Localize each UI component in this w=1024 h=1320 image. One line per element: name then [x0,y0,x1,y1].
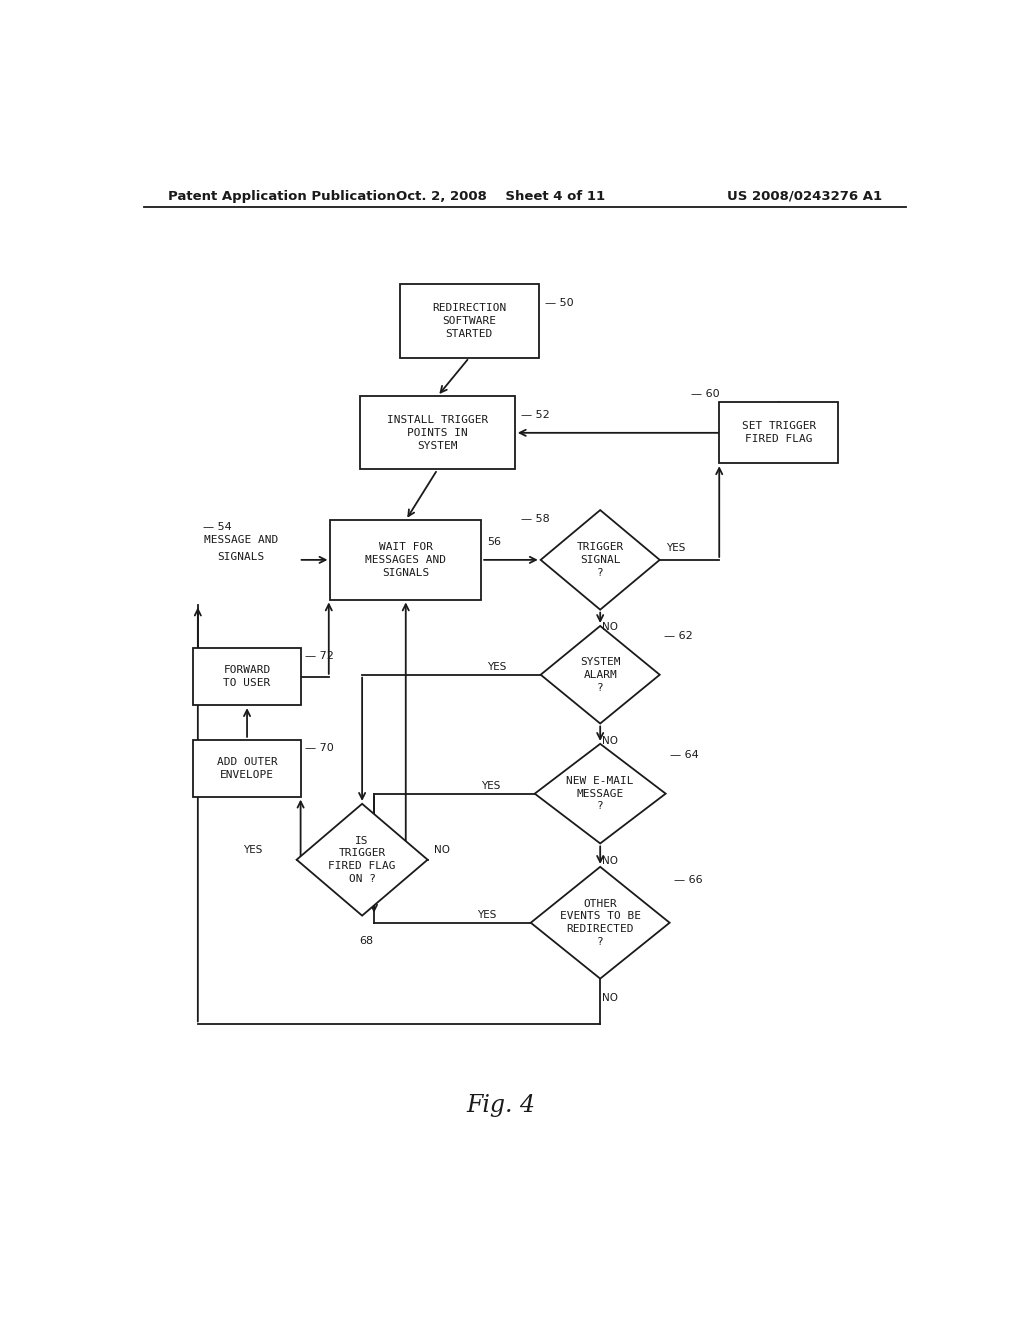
Polygon shape [535,744,666,843]
Text: — 60: — 60 [691,389,720,399]
Text: TRIGGER
SIGNAL
?: TRIGGER SIGNAL ? [577,543,624,578]
Text: SIGNALS: SIGNALS [217,552,264,562]
Text: NO: NO [602,993,617,1003]
Text: MESSAGE AND: MESSAGE AND [204,535,278,545]
Text: YES: YES [477,909,497,920]
Text: YES: YES [244,845,263,854]
Text: 68: 68 [359,936,373,946]
FancyBboxPatch shape [194,648,301,705]
Text: — 50: — 50 [545,298,573,308]
Text: YES: YES [481,780,501,791]
Text: — 52: — 52 [521,409,550,420]
Text: NO: NO [602,855,617,866]
Text: NO: NO [602,622,617,632]
Text: NEW E-MAIL
MESSAGE
?: NEW E-MAIL MESSAGE ? [566,776,634,812]
Text: US 2008/0243276 A1: US 2008/0243276 A1 [727,190,882,202]
Text: IS
TRIGGER
FIRED FLAG
ON ?: IS TRIGGER FIRED FLAG ON ? [329,836,396,884]
FancyBboxPatch shape [194,739,301,797]
Text: NO: NO [602,735,617,746]
FancyBboxPatch shape [331,520,481,599]
Text: Patent Application Publication: Patent Application Publication [168,190,395,202]
Text: — 72: — 72 [304,652,334,661]
Text: — 54: — 54 [204,523,232,532]
Text: INSTALL TRIGGER
POINTS IN
SYSTEM: INSTALL TRIGGER POINTS IN SYSTEM [387,414,488,450]
FancyBboxPatch shape [399,284,539,358]
Text: — 62: — 62 [664,631,692,642]
Polygon shape [541,510,659,610]
Text: WAIT FOR
MESSAGES AND
SIGNALS: WAIT FOR MESSAGES AND SIGNALS [366,543,446,578]
Text: Fig. 4: Fig. 4 [467,1094,536,1117]
Polygon shape [297,804,428,916]
Text: YES: YES [487,661,507,672]
Text: YES: YES [666,543,685,553]
Text: — 58: — 58 [521,515,550,524]
Text: — 66: — 66 [674,875,702,884]
Text: — 64: — 64 [670,750,698,760]
Text: ADD OUTER
ENVELOPE: ADD OUTER ENVELOPE [217,756,278,780]
Text: SET TRIGGER
FIRED FLAG: SET TRIGGER FIRED FLAG [741,421,816,445]
Text: FORWARD
TO USER: FORWARD TO USER [223,665,270,688]
Text: NO: NO [434,845,450,854]
Polygon shape [541,626,659,723]
Text: REDIRECTION
SOFTWARE
STARTED: REDIRECTION SOFTWARE STARTED [432,304,507,339]
Text: — 70: — 70 [304,743,334,752]
Text: OTHER
EVENTS TO BE
REDIRECTED
?: OTHER EVENTS TO BE REDIRECTED ? [560,899,641,946]
Text: 56: 56 [487,537,502,546]
Polygon shape [530,867,670,978]
FancyBboxPatch shape [360,396,515,470]
Text: SYSTEM
ALARM
?: SYSTEM ALARM ? [580,657,621,693]
FancyBboxPatch shape [719,403,839,463]
Text: Oct. 2, 2008    Sheet 4 of 11: Oct. 2, 2008 Sheet 4 of 11 [396,190,605,202]
